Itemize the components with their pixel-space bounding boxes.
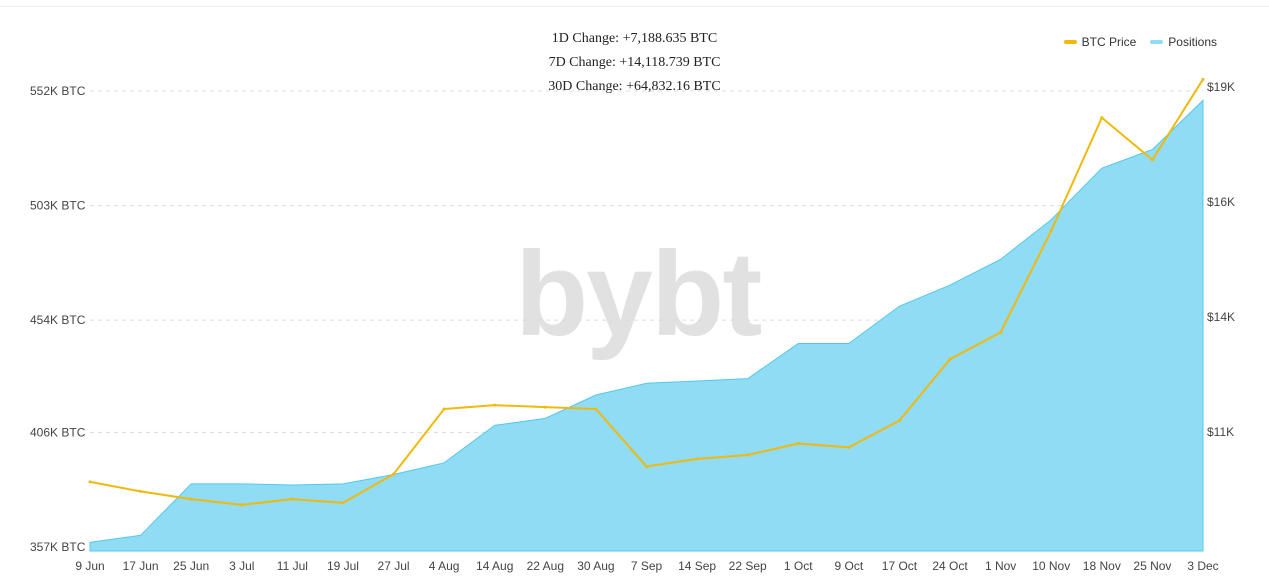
x-tick-label: 3 Jul xyxy=(229,559,254,573)
chart-legend: BTC Price Positions xyxy=(1063,35,1217,49)
x-tick-label: 1 Nov xyxy=(985,559,1016,573)
left-tick-label: 503K BTC xyxy=(30,199,86,213)
positions-area xyxy=(89,99,1204,552)
legend-item-positions[interactable]: Positions xyxy=(1150,35,1217,49)
right-tick-label: $19K xyxy=(1207,80,1235,94)
x-tick-label: 11 Jul xyxy=(277,559,308,573)
price-point xyxy=(847,445,851,449)
price-point xyxy=(290,497,294,501)
x-tick-label: 25 Jun xyxy=(173,559,209,573)
legend-price-label: BTC Price xyxy=(1081,35,1137,49)
x-tick-label: 18 Nov xyxy=(1083,559,1121,573)
right-tick-label: $14K xyxy=(1207,310,1235,324)
x-tick-label: 24 Oct xyxy=(932,559,968,573)
price-line xyxy=(88,77,1205,507)
price-point xyxy=(695,457,699,461)
price-point xyxy=(1150,158,1154,162)
legend-item-price[interactable]: BTC Price xyxy=(1063,35,1137,49)
price-point xyxy=(442,407,446,411)
price-swatch-icon xyxy=(1063,40,1077,44)
x-tick-label: 7 Sep xyxy=(631,559,663,573)
price-point xyxy=(189,497,193,501)
price-point xyxy=(240,503,244,507)
price-point xyxy=(999,330,1003,334)
price-point xyxy=(1201,77,1205,81)
x-tick-label: 4 Aug xyxy=(429,559,460,573)
x-tick-label: 14 Sep xyxy=(678,559,716,573)
positions-swatch-icon xyxy=(1150,40,1164,44)
price-point xyxy=(594,407,598,411)
change-summary: 1D Change: +7,188.635 BTC 7D Change: +14… xyxy=(0,27,1269,99)
left-axis-ticks: 357K BTC 406K BTC 454K BTC 503K BTC 552K BTC xyxy=(30,84,86,554)
right-tick-label: $11K xyxy=(1207,425,1234,439)
x-axis-ticks: 9 Jun 17 Jun 25 Jun 3 Jul 11 Jul 19 Jul 27 Jul… xyxy=(75,559,1218,573)
one-day-change: 1D Change: +7,188.635 BTC xyxy=(551,31,718,46)
x-tick-label: 10 Nov xyxy=(1032,559,1070,573)
price-point xyxy=(746,453,750,457)
price-point xyxy=(392,472,396,476)
price-point xyxy=(1049,229,1053,233)
x-tick-label: 14 Aug xyxy=(476,559,513,573)
right-axis-ticks: $11K $14K $16K $19K xyxy=(1207,80,1235,439)
right-tick-label: $16K xyxy=(1207,195,1235,209)
price-point xyxy=(796,442,800,445)
left-tick-label: 357K BTC xyxy=(30,540,86,554)
x-tick-label: 9 Oct xyxy=(835,559,864,573)
x-tick-label: 30 Aug xyxy=(577,559,614,573)
positions-area-path xyxy=(89,99,1204,552)
thirty-day-change: 30D Change: +64,832.16 BTC xyxy=(548,79,721,94)
x-tick-label: 19 Jul xyxy=(327,559,359,573)
x-tick-label: 3 Dec xyxy=(1187,559,1218,573)
price-point xyxy=(88,480,92,484)
price-point xyxy=(493,403,497,407)
x-tick-label: 22 Sep xyxy=(729,559,767,573)
left-tick-label: 552K BTC xyxy=(30,84,86,98)
legend-positions-label: Positions xyxy=(1168,35,1217,49)
price-point xyxy=(948,357,952,361)
left-tick-label: 454K BTC xyxy=(30,313,86,327)
top-border xyxy=(0,6,1269,7)
x-tick-label: 17 Oct xyxy=(882,559,918,573)
price-point xyxy=(897,419,901,422)
price-point xyxy=(645,465,648,468)
x-tick-label: 17 Jun xyxy=(123,559,159,573)
price-point xyxy=(139,489,143,493)
x-tick-label: 27 Jul xyxy=(378,559,410,573)
price-point xyxy=(543,405,547,409)
price-point xyxy=(341,501,345,505)
x-tick-label: 22 Aug xyxy=(527,559,564,573)
bybt-watermark: bybt xyxy=(515,227,762,361)
left-tick-label: 406K BTC xyxy=(30,425,86,439)
price-point xyxy=(1100,116,1104,120)
x-tick-label: 1 Oct xyxy=(784,559,813,573)
seven-day-change: 7D Change: +14,118.739 BTC xyxy=(548,55,721,70)
x-tick-label: 25 Nov xyxy=(1133,559,1171,573)
x-tick-label: 9 Jun xyxy=(75,559,104,573)
